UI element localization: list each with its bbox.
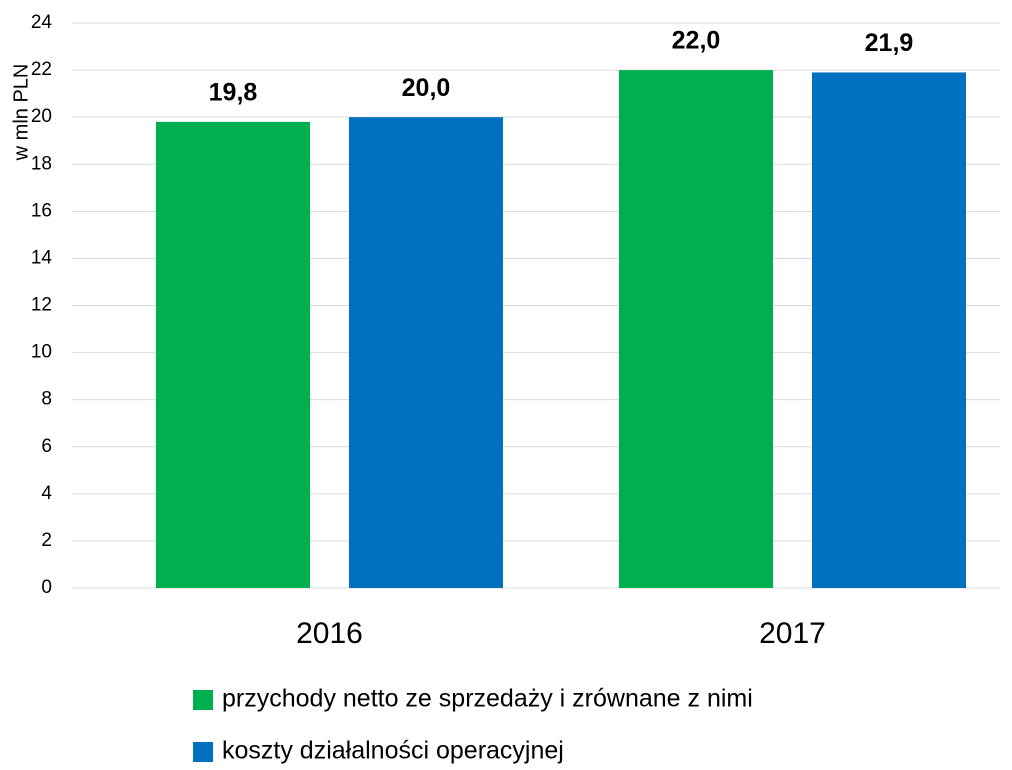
value-label: 22,0 <box>672 27 721 55</box>
y-tick-label: 24 <box>31 12 53 33</box>
y-tick-label: 2 <box>41 530 52 551</box>
y-tick-label: 14 <box>31 247 53 268</box>
y-tick-label: 8 <box>41 389 52 410</box>
legend-label: koszty działalności operacyjnej <box>222 737 564 765</box>
value-label: 19,8 <box>209 78 258 106</box>
legend-label: przychody netto ze sprzedaży i zrównane … <box>222 685 753 713</box>
y-tick-label: 16 <box>31 200 52 221</box>
y-axis-label: w mln PLN <box>10 64 32 162</box>
bar <box>812 72 966 588</box>
bar <box>156 121 310 588</box>
y-tick-label: 4 <box>41 483 52 504</box>
x-tick-label: 2017 <box>759 617 826 650</box>
y-tick-label: 0 <box>41 577 52 598</box>
value-label: 21,9 <box>865 29 914 57</box>
bar <box>619 70 773 589</box>
legend-swatch <box>193 690 213 710</box>
y-tick-label: 12 <box>31 295 52 316</box>
y-tick-label: 10 <box>31 342 52 363</box>
legend-swatch <box>193 742 213 762</box>
y-tick-label: 6 <box>41 436 52 457</box>
bar <box>349 117 503 589</box>
y-tick-label: 18 <box>31 153 52 174</box>
y-tick-label: 20 <box>31 106 52 127</box>
value-label: 20,0 <box>402 74 451 102</box>
x-tick-label: 2016 <box>296 617 363 650</box>
y-tick-label: 22 <box>31 59 52 80</box>
